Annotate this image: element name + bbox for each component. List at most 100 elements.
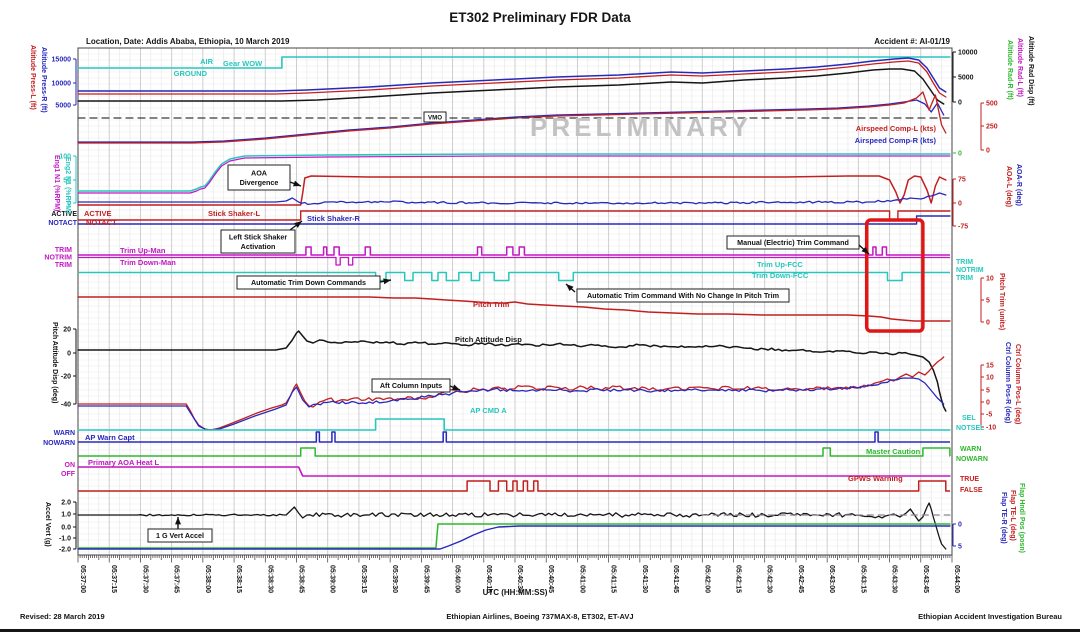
series-stick-shaker-l: [77, 210, 951, 221]
svg-text:100: 100: [59, 153, 71, 160]
svg-text:Pitch Attitude Disp: Pitch Attitude Disp: [455, 335, 522, 344]
arrowhead-icon: [293, 180, 301, 187]
series-airspeed-comp-l: [77, 91, 947, 144]
svg-text:05:44:00: 05:44:00: [953, 565, 960, 593]
svg-text:AOA-L (deg): AOA-L (deg): [1005, 166, 1012, 207]
series-aoa-heat-l: [77, 466, 951, 477]
svg-text:Trim Down-Man: Trim Down-Man: [120, 258, 176, 267]
svg-text:Flap TE-R (deg): Flap TE-R (deg): [1000, 492, 1007, 544]
svg-text:NOTACT: NOTACT: [48, 220, 77, 227]
series-trim-down-man: [78, 256, 950, 266]
svg-text:Master Caution: Master Caution: [866, 447, 921, 456]
svg-text:500: 500: [986, 100, 998, 107]
svg-text:0.0: 0.0: [61, 524, 71, 531]
svg-text:-2.0: -2.0: [59, 546, 71, 553]
svg-text:-20: -20: [61, 373, 71, 380]
svg-text:AOA-R (deg): AOA-R (deg): [1015, 164, 1022, 206]
svg-text:05:43:15: 05:43:15: [859, 565, 866, 593]
svg-text:Accel Vert (g): Accel Vert (g): [44, 502, 51, 547]
svg-text:Stick Shaker-L: Stick Shaker-L: [208, 209, 261, 218]
svg-text:05:37:00: 05:37:00: [79, 565, 86, 593]
svg-text:NOTSEL: NOTSEL: [956, 425, 985, 432]
series-aoa-r: [77, 192, 947, 206]
svg-text:Eng1 N1 (%RPM): Eng1 N1 (%RPM): [53, 155, 60, 211]
svg-text:15000: 15000: [52, 56, 72, 63]
svg-text:Airspeed Comp-L (kts): Airspeed Comp-L (kts): [856, 124, 937, 133]
svg-text:05:41:45: 05:41:45: [672, 565, 679, 593]
annotation-callout: 1 G Vert Accel: [147, 517, 213, 543]
svg-text:20: 20: [63, 326, 71, 333]
series-airspeed-comp-r: [77, 99, 945, 143]
svg-text:Altitude Rad-L (ft): Altitude Rad-L (ft): [1016, 38, 1023, 97]
series-master-caution: [78, 447, 951, 457]
svg-text:5: 5: [986, 297, 990, 304]
svg-text:Flap TE-L (deg): Flap TE-L (deg): [1009, 490, 1016, 541]
svg-text:05:37:15: 05:37:15: [110, 565, 117, 593]
svg-text:Activation: Activation: [241, 242, 276, 251]
svg-text:50: 50: [63, 177, 71, 184]
svg-text:05:41:00: 05:41:00: [578, 565, 585, 593]
svg-text:0: 0: [958, 150, 962, 157]
svg-text:Flap Hndl Pos (posn): Flap Hndl Pos (posn): [1018, 483, 1025, 553]
svg-text:5000: 5000: [958, 74, 974, 81]
annotation-callout: Manual (Electric) Trim Command: [726, 235, 870, 255]
arrowhead-icon: [861, 246, 869, 254]
svg-text:0: 0: [958, 200, 962, 207]
svg-text:05:40:15: 05:40:15: [485, 565, 492, 593]
arrowhead-icon: [294, 221, 302, 228]
svg-text:Left Stick Shaker: Left Stick Shaker: [229, 232, 288, 241]
svg-text:Automatic Trim Down Commands: Automatic Trim Down Commands: [251, 278, 366, 287]
svg-text:Airspeed Comp-R (kts): Airspeed Comp-R (kts): [855, 136, 937, 145]
svg-text:NOWARN: NOWARN: [956, 456, 988, 463]
svg-text:ACTIVE: ACTIVE: [84, 209, 112, 218]
svg-text:Trim Up-Man: Trim Up-Man: [120, 246, 166, 255]
svg-text:Trim Down-FCC: Trim Down-FCC: [752, 271, 809, 280]
series-ap-cmd-a: [77, 418, 951, 431]
svg-text:SEL: SEL: [962, 415, 976, 422]
svg-text:05:39:00: 05:39:00: [329, 565, 336, 593]
svg-text:05:38:30: 05:38:30: [266, 565, 273, 593]
utc-axis-label: UTC (HH:MM:SS): [482, 588, 548, 597]
svg-text:ACTIVE: ACTIVE: [51, 211, 77, 218]
svg-text:10: 10: [986, 275, 994, 282]
svg-text:AIR: AIR: [200, 57, 214, 66]
svg-text:TRIM: TRIM: [956, 275, 973, 282]
svg-text:-40: -40: [61, 401, 71, 408]
location-date-label: Location, Date: Addis Ababa, Ethiopia, 1…: [86, 37, 290, 46]
arrowhead-icon: [175, 517, 181, 525]
series-ctrl-column-r: [77, 377, 945, 431]
svg-text:10000: 10000: [958, 49, 978, 56]
series-ctrl-column-l: [77, 356, 945, 431]
annotation-callout: Automatic Trim Command With No Change In…: [565, 283, 790, 303]
series-trim-fcc: [78, 271, 950, 282]
svg-text:OFF: OFF: [61, 471, 76, 478]
svg-text:WARN: WARN: [54, 430, 75, 437]
series-flap-handle: [77, 523, 951, 549]
arrowhead-icon: [566, 284, 574, 292]
svg-text:2.0: 2.0: [61, 499, 71, 506]
series-altitude-press-r: [77, 57, 947, 93]
series-gpws-warning: [78, 480, 950, 492]
preliminary-watermark: PRELIMINARY: [530, 112, 753, 142]
svg-text:05:43:45: 05:43:45: [922, 565, 929, 593]
svg-text:AP CMD A: AP CMD A: [470, 406, 507, 415]
svg-text:0: 0: [67, 200, 71, 207]
svg-text:Altitude Press-L (ft): Altitude Press-L (ft): [29, 45, 36, 110]
svg-text:05:42:30: 05:42:30: [766, 565, 773, 593]
svg-text:Gear WOW: Gear WOW: [223, 59, 263, 68]
svg-text:10000: 10000: [52, 80, 72, 87]
svg-text:05:38:15: 05:38:15: [235, 565, 242, 593]
svg-text:AP Warn Capt: AP Warn Capt: [85, 433, 135, 442]
svg-text:05:41:15: 05:41:15: [610, 565, 617, 593]
svg-text:Ctrl Column Pos-L (deg): Ctrl Column Pos-L (deg): [1014, 344, 1021, 424]
svg-text:AOA: AOA: [251, 168, 267, 177]
svg-text:1.0: 1.0: [61, 511, 71, 518]
svg-text:Pitch Attitude Disp (deg): Pitch Attitude Disp (deg): [51, 322, 58, 403]
accident-number-label: Accident #: AI-01/19: [874, 37, 950, 46]
axis-ticks: 15000100005000100500200-20-402.01.00.0-1…: [52, 49, 998, 553]
svg-text:0: 0: [986, 319, 990, 326]
